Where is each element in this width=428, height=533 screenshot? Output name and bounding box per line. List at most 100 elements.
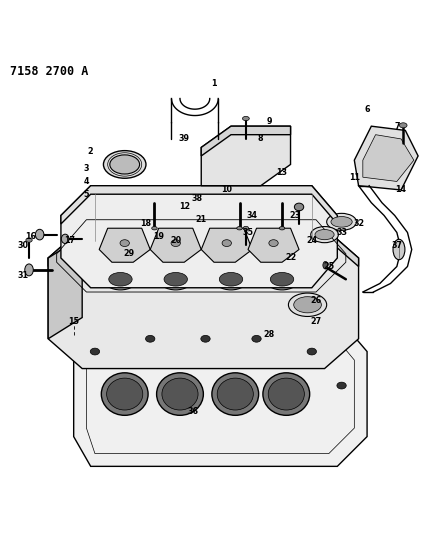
Text: 4: 4 [84,177,89,186]
Ellipse shape [109,272,132,286]
Ellipse shape [294,203,304,211]
Polygon shape [354,126,418,190]
Ellipse shape [107,378,143,410]
Ellipse shape [270,272,294,286]
Text: 5: 5 [84,190,89,199]
Text: 1: 1 [211,79,217,88]
Ellipse shape [294,297,321,313]
Text: 36: 36 [187,407,198,416]
Ellipse shape [263,373,310,415]
Ellipse shape [269,240,278,247]
Ellipse shape [399,123,407,128]
Text: 7158 2700 A: 7158 2700 A [10,64,88,77]
Ellipse shape [101,373,148,415]
Ellipse shape [393,239,405,260]
Polygon shape [363,135,414,181]
Ellipse shape [25,264,33,276]
Ellipse shape [171,240,181,247]
Ellipse shape [146,335,155,342]
Text: 17: 17 [64,237,75,246]
Ellipse shape [201,335,210,342]
Ellipse shape [243,116,249,120]
Text: 22: 22 [285,254,296,262]
Ellipse shape [36,229,44,240]
Text: 37: 37 [391,241,402,250]
Ellipse shape [265,269,299,290]
Ellipse shape [243,227,249,230]
Ellipse shape [164,272,187,286]
Text: 24: 24 [306,237,318,246]
Text: 11: 11 [349,173,360,182]
Text: 34: 34 [247,211,258,220]
Text: 31: 31 [17,271,28,279]
Text: 39: 39 [179,134,190,143]
Text: 15: 15 [68,317,79,326]
Text: 6: 6 [364,104,370,114]
Text: 12: 12 [178,203,190,212]
Ellipse shape [222,240,232,247]
Text: 29: 29 [123,249,134,259]
Text: 23: 23 [289,211,300,220]
Ellipse shape [307,348,316,355]
Text: 10: 10 [221,185,232,195]
Ellipse shape [315,230,334,240]
Ellipse shape [214,269,248,290]
Ellipse shape [337,382,346,389]
Text: 9: 9 [267,117,272,126]
Ellipse shape [152,227,157,230]
Ellipse shape [279,227,285,230]
Ellipse shape [288,293,327,317]
Ellipse shape [157,373,203,415]
Text: 20: 20 [170,237,181,246]
Polygon shape [48,228,359,266]
Ellipse shape [212,373,259,415]
Text: 16: 16 [26,232,37,241]
Ellipse shape [327,213,357,230]
Ellipse shape [268,378,304,410]
Ellipse shape [162,378,198,410]
Text: 32: 32 [353,220,364,229]
Polygon shape [150,228,201,262]
Text: 8: 8 [258,134,264,143]
Polygon shape [201,126,291,185]
Ellipse shape [237,227,242,230]
Text: 38: 38 [191,194,202,203]
Ellipse shape [104,151,146,178]
Text: 14: 14 [395,185,407,195]
Polygon shape [201,126,291,156]
Text: 33: 33 [336,228,347,237]
Text: 2: 2 [88,147,93,156]
Text: 13: 13 [276,168,288,177]
Ellipse shape [331,216,352,227]
Polygon shape [201,228,252,262]
Text: 28: 28 [264,330,275,339]
Text: 27: 27 [310,317,321,326]
Polygon shape [48,228,359,368]
Ellipse shape [217,378,253,410]
Ellipse shape [110,155,140,174]
Polygon shape [61,185,337,288]
Ellipse shape [159,269,193,290]
Ellipse shape [26,238,32,243]
Ellipse shape [90,348,100,355]
Text: 35: 35 [243,228,253,237]
Ellipse shape [311,227,339,243]
Polygon shape [99,228,150,262]
Text: 25: 25 [323,262,334,271]
Text: 18: 18 [140,220,152,229]
Ellipse shape [61,234,69,244]
Ellipse shape [323,261,328,269]
Polygon shape [48,237,82,339]
Text: 21: 21 [196,215,207,224]
Polygon shape [74,322,367,466]
Ellipse shape [252,335,261,342]
Text: 30: 30 [17,241,28,250]
Ellipse shape [219,272,243,286]
Text: 7: 7 [394,122,400,131]
Polygon shape [61,185,337,224]
Text: 19: 19 [153,232,164,241]
Ellipse shape [104,269,137,290]
Ellipse shape [120,240,129,247]
Text: 3: 3 [84,164,89,173]
Text: 26: 26 [310,296,321,305]
